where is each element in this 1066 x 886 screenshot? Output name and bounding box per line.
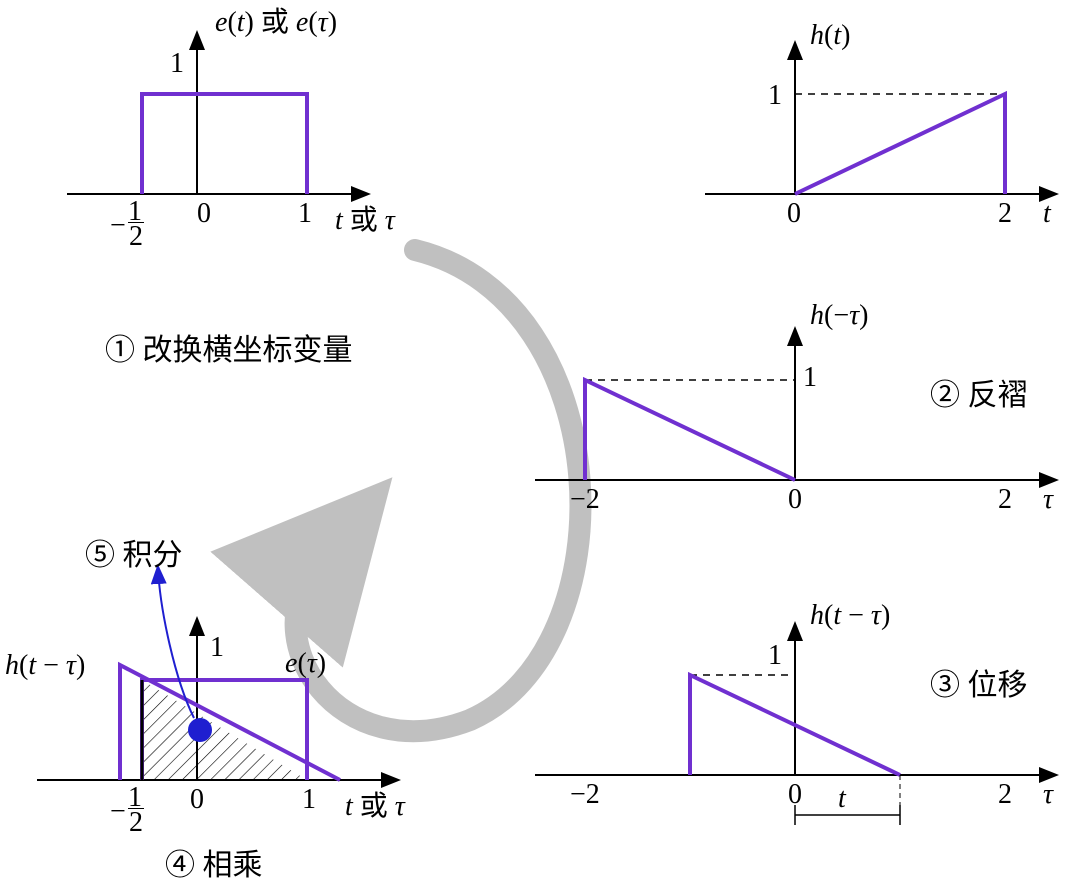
xtick-t: t — [838, 783, 846, 815]
step-4: ④ 相乘 — [165, 840, 263, 884]
title-httau: h(t − τ) — [810, 600, 890, 632]
xtick-0-bl: 0 — [190, 784, 204, 816]
title-httau-bl: h(t − τ) — [5, 650, 85, 682]
title-etau-bl: e(τ) — [285, 648, 326, 680]
xtick-2: 2 — [998, 779, 1012, 811]
step-3: ③ 位移 — [930, 660, 1028, 704]
panel-bot-left: h(t − τ) e(τ) 1 0 1 − 1 2 t 或 τ — [0, 0, 430, 886]
ytick-1: 1 — [768, 640, 782, 672]
step-5: ⑤ 积分 — [85, 530, 183, 574]
xaxis-label-br: τ — [1043, 779, 1053, 811]
xtick-1-bl: 1 — [302, 784, 316, 816]
xaxis-label-bl: t 或 τ — [345, 784, 405, 824]
integral-dot — [188, 718, 212, 742]
step-1: ① 改换横坐标变量 — [105, 325, 353, 369]
xtick-neg2: −2 — [570, 779, 600, 811]
step-2: ② 反褶 — [930, 370, 1028, 414]
ytick-1-bl: 1 — [210, 632, 224, 664]
xtick-0: 0 — [788, 779, 802, 811]
hatched-region — [142, 680, 307, 780]
